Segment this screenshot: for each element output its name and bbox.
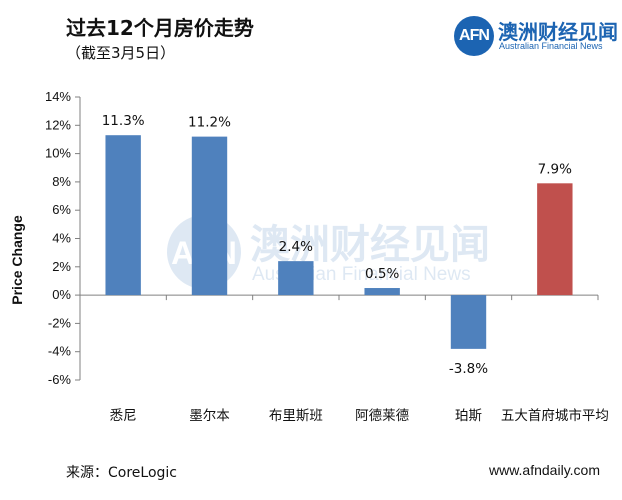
afn-logo: AFN 澳洲财经见闻 Australian Financial News	[454, 16, 618, 56]
y-tick-label: 14%	[45, 89, 71, 104]
bar	[191, 136, 228, 296]
data-label: 11.3%	[102, 113, 145, 129]
y-tick-label: -2%	[48, 315, 72, 330]
data-label: 2.4%	[279, 239, 313, 255]
website-url: www.afndaily.com	[488, 462, 600, 478]
category-label: 墨尔本	[189, 408, 230, 424]
data-label: 0.5%	[365, 266, 399, 282]
bar	[364, 288, 400, 296]
bar	[537, 183, 573, 296]
category-label: 布里斯班	[269, 408, 323, 424]
category-label: 五大首府城市平均	[501, 407, 609, 424]
chart-subtitle: （截至3月5日）	[66, 44, 176, 62]
y-tick-label: 10%	[45, 146, 71, 161]
y-axis-label: Price Change	[9, 215, 25, 305]
y-tick-label: 8%	[52, 174, 71, 189]
source-note: 来源：CoreLogic	[66, 465, 177, 481]
afn-logo-icon: AFN	[454, 16, 494, 56]
bar	[278, 261, 314, 296]
y-tick-label: 2%	[52, 259, 71, 274]
y-tick-label: 4%	[52, 231, 71, 246]
y-tick-label: 6%	[52, 202, 71, 217]
logo-name-en: Australian Financial News	[499, 41, 603, 51]
y-tick-label: -4%	[48, 344, 72, 359]
bar	[450, 295, 487, 349]
bar	[105, 135, 141, 296]
category-label: 珀斯	[455, 408, 482, 424]
data-label: 11.2%	[188, 115, 231, 131]
y-tick-label: 12%	[45, 117, 71, 132]
y-tick-label: 0%	[52, 287, 71, 302]
logo-name-cn: 澳洲财经见闻	[498, 20, 618, 44]
y-tick-label: -6%	[48, 372, 72, 387]
category-label: 悉尼	[110, 408, 137, 424]
watermark-name-cn: 澳洲财经见闻	[250, 222, 490, 268]
data-label: 7.9%	[538, 161, 572, 177]
data-label: -3.8%	[449, 361, 488, 377]
chart-title: 过去12个月房价走势	[66, 16, 254, 40]
category-label: 阿德莱德	[355, 408, 409, 424]
bar-chart: AFN 澳洲财经见闻 Australian Financial News -6%…	[9, 89, 609, 424]
